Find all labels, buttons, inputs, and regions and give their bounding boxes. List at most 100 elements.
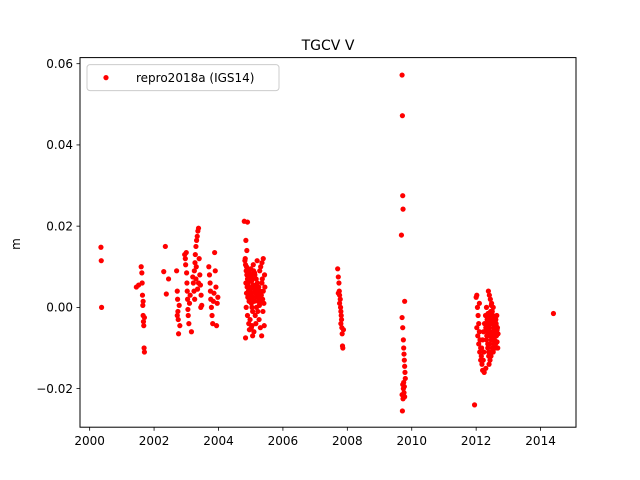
data-point [213, 323, 220, 329]
data-point [256, 294, 262, 300]
data-point [207, 280, 213, 286]
data-point [483, 304, 490, 310]
data-point [400, 325, 406, 331]
data-point [140, 319, 147, 325]
data-point [187, 292, 193, 298]
data-point [488, 353, 494, 359]
data-point [336, 280, 342, 286]
data-point [476, 341, 482, 347]
data-point [481, 349, 487, 355]
data-point [260, 308, 266, 315]
y-tick-label: 0.04 [46, 138, 73, 152]
data-point [478, 357, 484, 363]
data-point [475, 333, 481, 339]
data-point [185, 306, 191, 313]
data-point [243, 304, 249, 310]
data-point [400, 396, 406, 402]
data-point [98, 304, 105, 310]
data-point [193, 237, 200, 243]
y-axis-label: m [9, 238, 23, 250]
x-tick-label: 2010 [396, 434, 427, 448]
data-point [400, 206, 406, 212]
data-point [337, 304, 344, 310]
data-point [138, 264, 144, 270]
data-point [186, 321, 192, 327]
data-point [141, 314, 148, 321]
data-point [486, 361, 492, 367]
data-point [336, 300, 343, 306]
data-point [480, 329, 487, 335]
data-point [244, 247, 250, 254]
data-point [174, 268, 180, 274]
data-point [490, 304, 496, 310]
data-point [212, 249, 218, 256]
data-point [488, 349, 494, 355]
data-point [474, 325, 480, 331]
points-layer [98, 72, 557, 414]
data-point [195, 280, 202, 286]
x-tick-label: 2014 [525, 434, 556, 448]
data-point [402, 369, 408, 375]
data-point [475, 312, 481, 319]
data-point [188, 329, 195, 335]
data-point [247, 316, 253, 323]
data-point [183, 262, 189, 268]
data-point [495, 345, 501, 351]
data-point [258, 298, 264, 304]
data-point [198, 304, 204, 310]
data-point [480, 337, 486, 343]
data-point [252, 282, 259, 288]
data-point [208, 304, 215, 310]
data-point [206, 264, 212, 270]
data-point [474, 304, 481, 310]
data-point [245, 274, 251, 280]
data-point [254, 286, 260, 292]
chart-title: TGCV V [301, 38, 355, 54]
data-point [257, 268, 263, 274]
data-point [340, 327, 347, 333]
data-point [399, 392, 405, 398]
data-point [250, 308, 256, 315]
data-point [141, 349, 148, 355]
data-point [259, 260, 265, 266]
data-point [483, 365, 489, 371]
legend-box [86, 64, 280, 92]
data-point [245, 294, 251, 300]
data-point [192, 260, 198, 266]
data-point [398, 232, 405, 238]
data-point [481, 321, 488, 327]
data-point [487, 357, 493, 363]
data-point [250, 294, 256, 300]
data-point [489, 308, 495, 315]
data-point [247, 286, 253, 292]
data-point [176, 302, 182, 308]
data-point [487, 296, 493, 302]
data-point [194, 286, 201, 292]
data-point [193, 243, 199, 250]
data-point [140, 298, 146, 304]
data-point [479, 361, 485, 367]
data-point [197, 272, 203, 278]
data-point [550, 310, 557, 317]
data-point [338, 312, 344, 319]
data-point [471, 402, 478, 408]
data-point [140, 302, 146, 308]
data-point [209, 312, 215, 319]
data-point [195, 225, 202, 231]
data-point [338, 316, 345, 323]
data-point [174, 312, 180, 319]
data-point [477, 349, 483, 355]
data-point [175, 308, 181, 315]
legend-label: repro2018a (IGS14) [136, 71, 254, 85]
data-point [175, 331, 182, 337]
data-point [213, 284, 219, 290]
x-tick-label: 2008 [332, 434, 363, 448]
y-axis-ticks: −0.02 0.00 0.02 0.04 0.06 [36, 57, 80, 396]
data-point [402, 363, 408, 369]
data-point [244, 219, 251, 225]
data-point [261, 323, 267, 329]
data-point [476, 329, 482, 335]
data-point [206, 272, 213, 278]
data-point [174, 288, 180, 294]
data-point [479, 345, 485, 351]
